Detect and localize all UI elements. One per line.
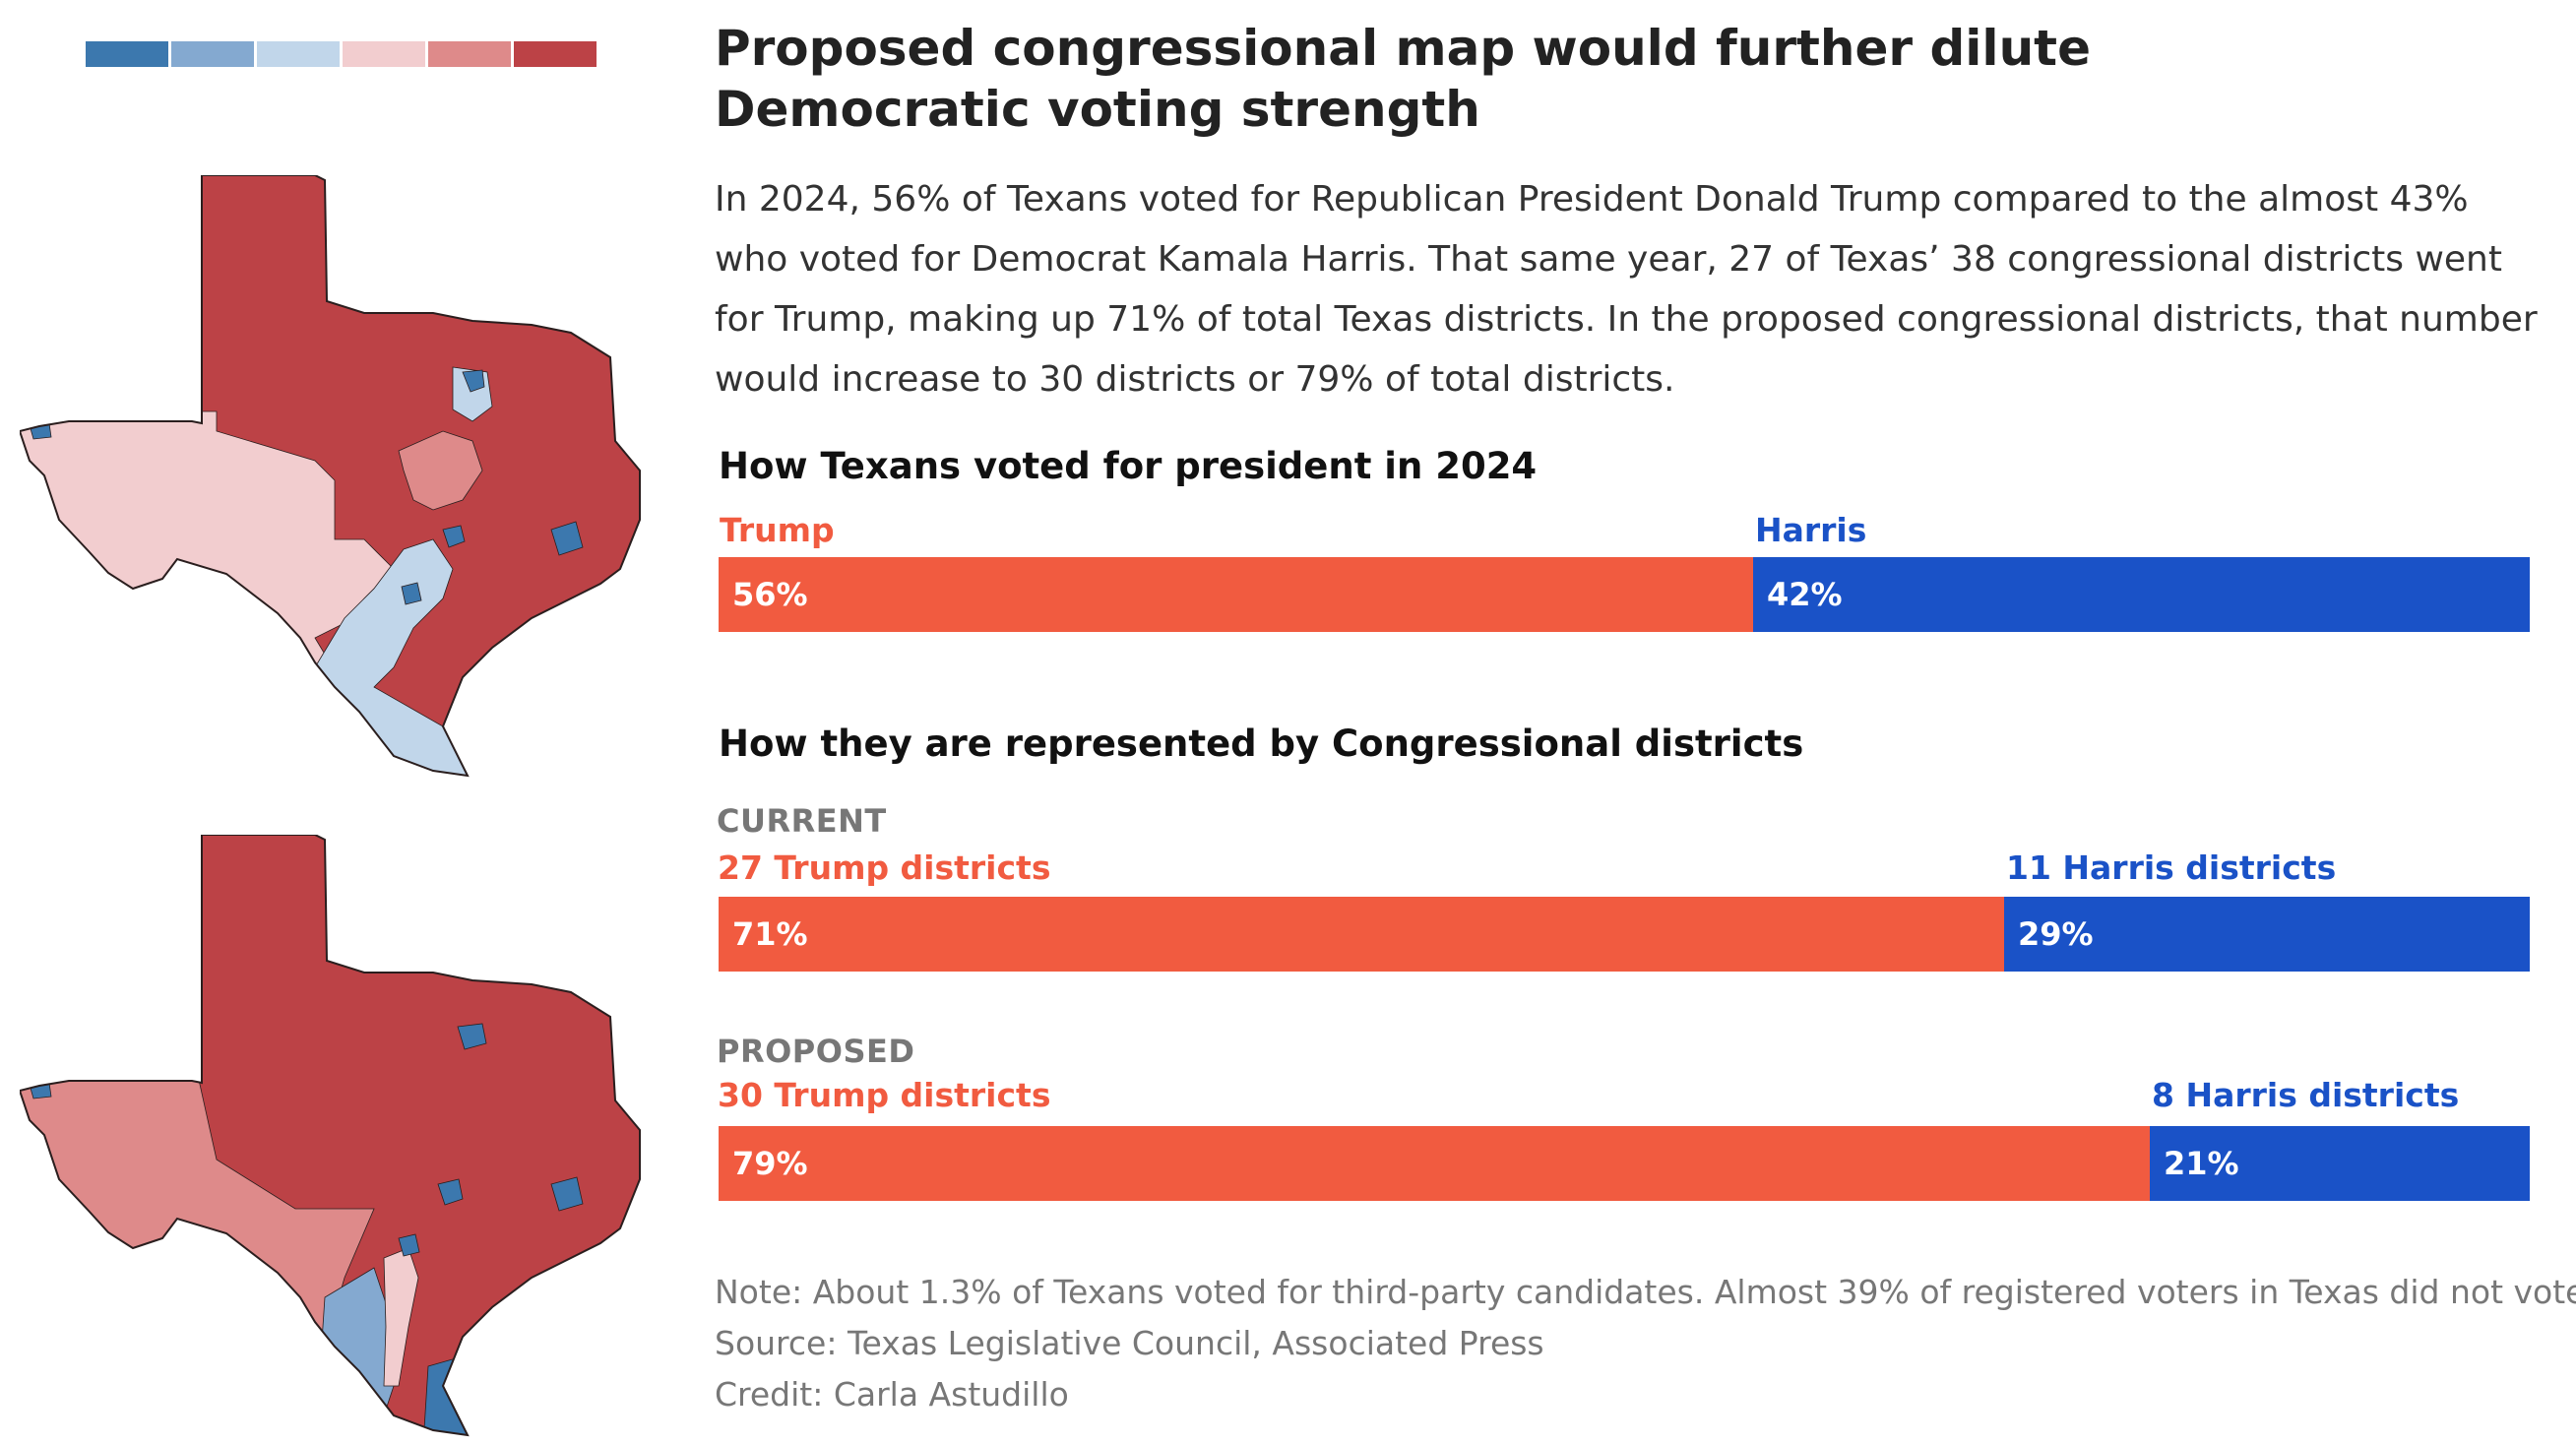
data-label-trump: 56% [732,576,808,613]
bar-segment-trump: 56% [719,557,1753,632]
texas-current-districts-map [20,175,641,777]
legend-swatch-rep-medium [428,41,511,67]
dem-strong-austin [437,1178,464,1206]
category-label-current-trump: 27 Trump districts [718,848,1051,887]
legend-swatch-dem-strong [86,41,168,67]
data-label-proposed-trump: 79% [732,1145,808,1182]
rep-medium-region [398,430,483,511]
dem-strong-houston [550,1176,584,1212]
legend-swatch-rep-lean [343,41,425,67]
data-label-harris: 42% [1767,576,1843,613]
bar-proposed: 79% 21% [719,1126,2530,1201]
group-label-current: CURRENT [717,802,887,840]
lede-text: In 2024, 56% of Texans voted for Republi… [715,179,2538,400]
bar-segment-current-harris: 29% [2004,897,2530,972]
legend-swatch-dem-lean [257,41,340,67]
legend-swatch-rep-strong [514,41,597,67]
dem-strong-dallas [462,369,485,393]
color-scale-legend [86,41,597,67]
dem-strong-dallas [457,1023,487,1050]
dem-strong-austin [442,525,466,548]
dem-strong-san-antonio [401,582,422,605]
texas-proposed-districts-map [20,835,641,1436]
dem-strong-san-antonio [398,1233,420,1257]
chart-title-representation: How they are represented by Congressiona… [719,722,1804,765]
lede-paragraph: In 2024, 56% of Texans voted for Republi… [715,169,2545,409]
data-label-current-harris: 29% [2018,915,2094,953]
footer-credit: Credit: Carla Astudillo [715,1375,1069,1414]
category-label-current-harris: 11 Harris districts [2006,848,2337,887]
data-label-proposed-harris: 21% [2164,1145,2239,1182]
bar-segment-proposed-trump: 79% [719,1126,2150,1201]
chart-title-president: How Texans voted for president in 2024 [719,445,1538,487]
bar-segment-current-trump: 71% [719,897,2004,972]
category-label-proposed-harris: 8 Harris districts [2152,1076,2460,1114]
bar-current: 71% 29% [719,897,2530,972]
footer: Note: About 1.3% of Texans voted for thi… [715,1267,2576,1420]
footer-note: Note: About 1.3% of Texans voted for thi… [715,1273,2576,1311]
bar-segment-proposed-harris: 21% [2150,1126,2530,1201]
bar-segment-harris: 42% [1753,557,2530,632]
group-label-proposed: PROPOSED [717,1033,915,1070]
category-label-proposed-trump: 30 Trump districts [718,1076,1051,1114]
page-title: Proposed congressional map would further… [715,20,2091,138]
footer-source: Source: Texas Legislative Council, Assoc… [715,1324,1544,1362]
data-label-current-trump: 71% [732,915,808,953]
dem-strong-houston [550,521,584,556]
category-label-harris: Harris [1755,511,1867,549]
legend-swatch-dem-medium [171,41,254,67]
category-label-trump: Trump [720,511,835,549]
bar-president: 56% 42% [719,557,2530,632]
